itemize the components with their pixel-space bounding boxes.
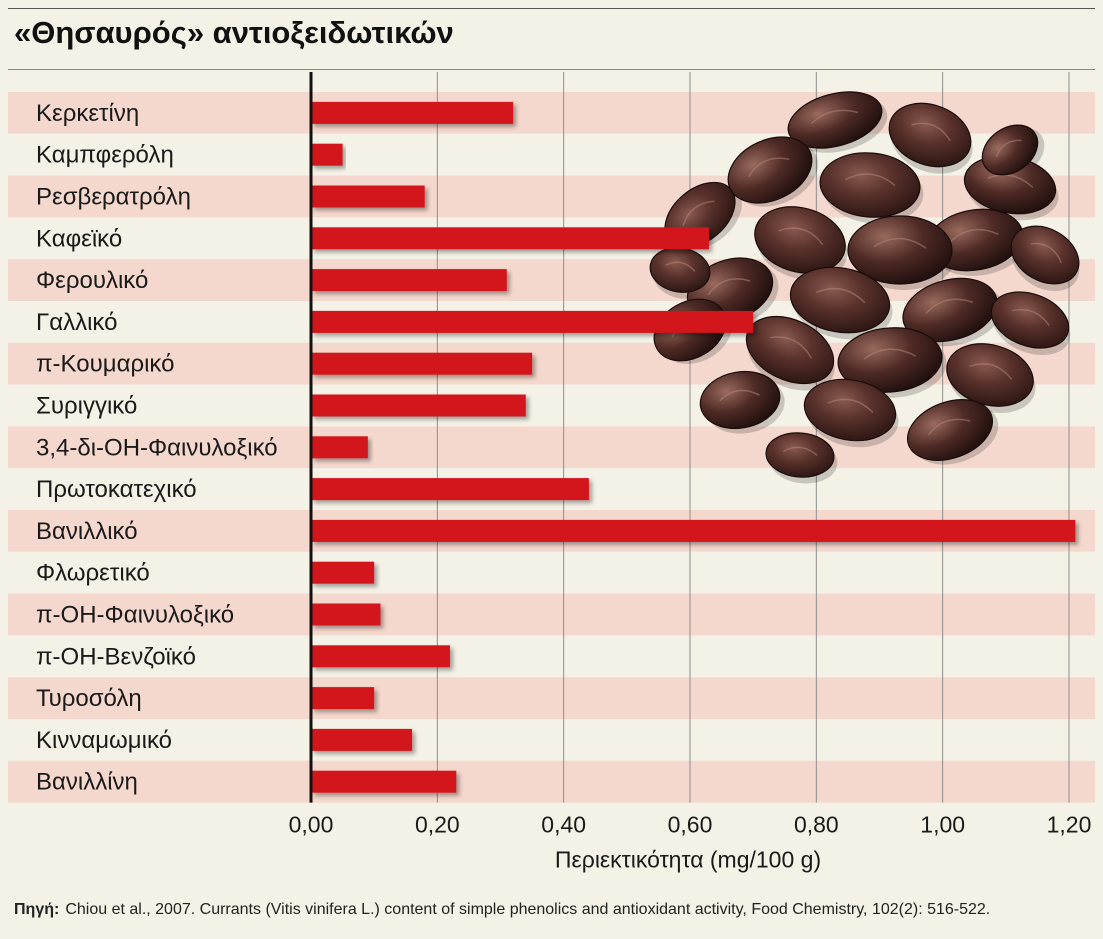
raisin bbox=[789, 266, 891, 334]
category-label: Καμπφερόλη bbox=[36, 142, 174, 169]
row-band bbox=[8, 635, 1095, 678]
raisin bbox=[819, 152, 921, 218]
raisin-wrinkle bbox=[1030, 242, 1062, 264]
raisin-wrinkle bbox=[863, 348, 917, 360]
bar bbox=[311, 269, 507, 292]
raisin-wrinkle bbox=[815, 287, 866, 304]
category-label: Ρεσβερατρόλη bbox=[36, 184, 191, 211]
category-label: Φλωρετικό bbox=[36, 560, 150, 587]
bar bbox=[311, 101, 514, 124]
raisin-wrinkle bbox=[827, 398, 874, 414]
raisin-wrinkle bbox=[707, 278, 751, 296]
row-band bbox=[8, 760, 1095, 803]
row-band bbox=[8, 677, 1095, 719]
raisin bbox=[981, 124, 1039, 176]
category-label: Συριγγικό bbox=[36, 393, 137, 420]
source-label: Πηγή: bbox=[14, 901, 60, 918]
raisin bbox=[765, 432, 835, 478]
raisin-wrinkle bbox=[665, 261, 696, 273]
raisin-wrinkle bbox=[950, 228, 999, 242]
category-label: π-ΟΗ-Βενζοϊκό bbox=[36, 643, 196, 670]
raisin bbox=[1010, 225, 1080, 285]
bar bbox=[311, 227, 709, 250]
row-band bbox=[8, 551, 1095, 594]
x-tick-label: 1,00 bbox=[920, 812, 965, 838]
category-label: Φερουλικό bbox=[36, 267, 148, 294]
bar bbox=[311, 687, 375, 710]
category-label: Βανιλλικό bbox=[36, 518, 138, 545]
category-label: 3,4-δι-ΟΗ-Φαινυλοξικό bbox=[36, 434, 278, 461]
bar bbox=[311, 352, 533, 375]
raisin bbox=[787, 91, 883, 149]
bar bbox=[311, 436, 368, 459]
raisin-wrinkle bbox=[925, 298, 974, 314]
raisin bbox=[990, 291, 1070, 349]
x-tick-label: 0,80 bbox=[794, 812, 839, 838]
x-axis-label: Περιεκτικότητα (mg/100 g) bbox=[555, 847, 821, 873]
row-band bbox=[8, 593, 1095, 636]
raisin-wrinkle bbox=[987, 174, 1034, 189]
raisin bbox=[906, 399, 994, 461]
source-note: Πηγή: Chiou et al., 2007. Currants (Vitis… bbox=[14, 901, 990, 919]
raisin-wrinkle bbox=[995, 139, 1022, 158]
bar bbox=[311, 143, 343, 166]
raisin-wrinkle bbox=[969, 363, 1013, 380]
bar bbox=[311, 770, 457, 793]
raisin-wrinkle bbox=[1011, 308, 1050, 327]
raisin bbox=[847, 215, 953, 285]
x-tick-label: 0,00 bbox=[289, 812, 334, 838]
raisin-wrinkle bbox=[778, 227, 824, 245]
bar bbox=[311, 603, 381, 626]
row-band bbox=[8, 719, 1095, 761]
raisin bbox=[803, 378, 897, 442]
raisin-wrinkle bbox=[748, 157, 790, 177]
category-label: π-ΟΗ-Φαινυλοξικό bbox=[36, 602, 234, 629]
raisin-wrinkle bbox=[682, 200, 715, 227]
category-label: Καφεϊκό bbox=[36, 225, 122, 252]
raisin-wrinkle bbox=[927, 418, 971, 436]
raisin-wrinkle bbox=[911, 122, 951, 142]
bar bbox=[311, 519, 1076, 542]
x-tick-label: 0,20 bbox=[415, 812, 460, 838]
raisin-wrinkle bbox=[873, 237, 927, 249]
raisin-wrinkle bbox=[845, 173, 896, 187]
raisin bbox=[888, 102, 972, 168]
x-tick-label: 0,60 bbox=[668, 812, 713, 838]
raisin-wrinkle bbox=[770, 336, 813, 359]
x-tick-label: 1,20 bbox=[1047, 812, 1092, 838]
x-tick-label: 0,40 bbox=[541, 812, 586, 838]
raisin bbox=[837, 327, 943, 393]
category-label: Γαλλικό bbox=[36, 309, 117, 336]
bar bbox=[311, 185, 425, 208]
category-label: Πρωτοκατεχικό bbox=[36, 476, 197, 503]
bar bbox=[311, 728, 413, 751]
category-label: Κινναμωμικό bbox=[36, 727, 172, 754]
category-label: π-Κουμαρικό bbox=[36, 351, 174, 378]
category-label: Τυροσόλη bbox=[36, 685, 142, 712]
raisin-wrinkle bbox=[782, 446, 818, 456]
raisin bbox=[754, 206, 846, 274]
bar bbox=[311, 561, 375, 584]
raisin bbox=[699, 370, 781, 430]
raisin-wrinkle bbox=[719, 389, 760, 402]
bar bbox=[311, 394, 526, 417]
row-band bbox=[8, 384, 1095, 427]
source-text: Chiou et al., 2007. Currants (Vitis vini… bbox=[65, 901, 991, 918]
title-rule bbox=[8, 69, 1095, 70]
bar bbox=[311, 645, 450, 668]
raisin bbox=[902, 277, 998, 343]
category-label: Κερκετίνη bbox=[36, 100, 139, 127]
category-label: Βανιλλίνη bbox=[36, 769, 138, 796]
bar bbox=[311, 310, 754, 333]
bar bbox=[311, 478, 589, 501]
top-rule bbox=[8, 8, 1095, 9]
raisin-wrinkle bbox=[810, 109, 859, 125]
chart-title: «Θησαυρός» αντιοξειδωτικών bbox=[14, 15, 454, 50]
